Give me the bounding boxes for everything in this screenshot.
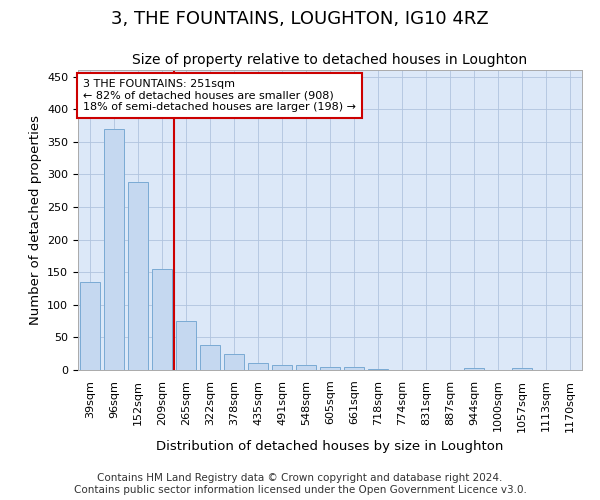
Bar bbox=[344, 366, 364, 370]
Bar bbox=[464, 368, 484, 370]
Title: Size of property relative to detached houses in Loughton: Size of property relative to detached ho… bbox=[133, 54, 527, 68]
Bar bbox=[512, 368, 532, 370]
Bar bbox=[80, 282, 100, 370]
Bar bbox=[224, 354, 244, 370]
Bar bbox=[152, 269, 172, 370]
X-axis label: Distribution of detached houses by size in Loughton: Distribution of detached houses by size … bbox=[157, 440, 503, 453]
Text: 3, THE FOUNTAINS, LOUGHTON, IG10 4RZ: 3, THE FOUNTAINS, LOUGHTON, IG10 4RZ bbox=[111, 10, 489, 28]
Bar bbox=[176, 321, 196, 370]
Bar bbox=[104, 128, 124, 370]
Y-axis label: Number of detached properties: Number of detached properties bbox=[29, 115, 41, 325]
Bar bbox=[320, 366, 340, 370]
Text: Contains HM Land Registry data © Crown copyright and database right 2024.
Contai: Contains HM Land Registry data © Crown c… bbox=[74, 474, 526, 495]
Bar bbox=[128, 182, 148, 370]
Bar bbox=[296, 366, 316, 370]
Bar bbox=[272, 365, 292, 370]
Bar bbox=[200, 345, 220, 370]
Text: 3 THE FOUNTAINS: 251sqm
← 82% of detached houses are smaller (908)
18% of semi-d: 3 THE FOUNTAINS: 251sqm ← 82% of detache… bbox=[83, 79, 356, 112]
Bar bbox=[368, 368, 388, 370]
Bar bbox=[248, 364, 268, 370]
